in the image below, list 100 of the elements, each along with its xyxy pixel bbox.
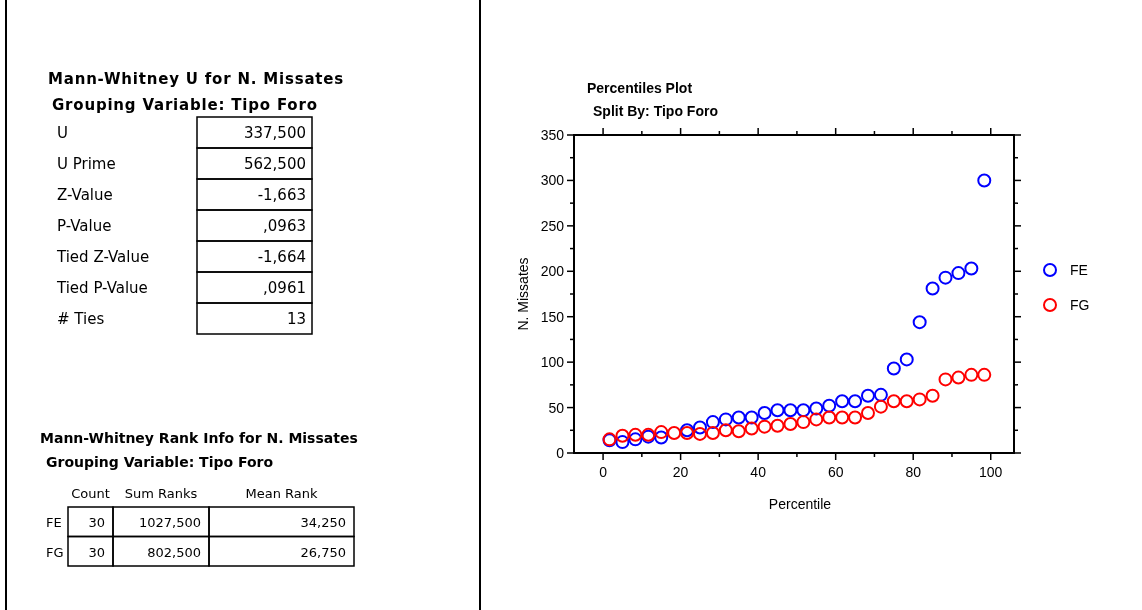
y-tick-label: 150 [540, 308, 565, 325]
point [938, 372, 953, 387]
category-label: P-Value [57, 217, 112, 235]
point [938, 270, 953, 285]
text: 802,500 [147, 544, 201, 560]
point [964, 367, 979, 382]
point [770, 403, 785, 418]
point [692, 420, 707, 435]
y-tick-label: 350 [540, 127, 565, 143]
point [848, 410, 863, 425]
x-tick-label: 20 [672, 464, 689, 480]
legend-label: FE [1070, 262, 1088, 278]
category-label: U [57, 124, 68, 142]
category-label: FG [46, 544, 64, 560]
category-label: FE [46, 515, 62, 530]
text: ,0963 [263, 217, 306, 235]
point [977, 173, 992, 188]
point [835, 394, 850, 409]
point [744, 421, 759, 436]
category-label: Tied P-Value [56, 279, 148, 297]
point [886, 361, 901, 376]
legend-label: FG [1070, 297, 1090, 313]
text: 34,250 [300, 515, 346, 530]
point [809, 412, 824, 427]
category-label: Sum Ranks [124, 486, 198, 501]
point [964, 261, 979, 276]
point [977, 367, 992, 382]
chart-subtitle: Split By: Tipo Foro [593, 103, 718, 119]
point [951, 370, 966, 385]
x-tick-label: 60 [827, 464, 844, 480]
text: 26,750 [300, 544, 346, 560]
x-tick-label: 0 [599, 464, 608, 480]
point [783, 416, 798, 431]
point [925, 281, 940, 296]
text: Grouping Variable: Tipo Foro [46, 454, 274, 470]
y-tick-label: 300 [540, 172, 565, 189]
y-tick-label: 250 [540, 217, 565, 234]
point [783, 403, 798, 418]
point [822, 410, 837, 425]
category-label: Z-Value [57, 186, 113, 204]
text: 562,500 [243, 155, 306, 173]
point [796, 403, 811, 418]
y-tick-label: 100 [540, 354, 565, 371]
text: 337,500 [243, 124, 306, 142]
point [899, 352, 914, 367]
point [796, 415, 811, 430]
point [705, 415, 720, 430]
text: Mann-Whitney U for N. Missates [48, 70, 344, 88]
point [757, 419, 772, 434]
point [718, 423, 733, 438]
point [912, 315, 927, 330]
point [628, 432, 643, 447]
point [873, 387, 888, 402]
x-tick-label: 40 [750, 464, 767, 480]
x-tick-label: 80 [905, 464, 922, 480]
category-label: U Prime [57, 155, 116, 173]
category-label: Count [71, 486, 110, 501]
point [731, 424, 746, 439]
text: 30 [88, 544, 105, 560]
point [705, 426, 720, 441]
point [835, 410, 850, 425]
point [615, 435, 630, 450]
point [731, 410, 746, 425]
chart-title: Percentiles Plot [587, 80, 693, 96]
point [912, 392, 927, 407]
point [654, 430, 669, 445]
point [757, 406, 772, 421]
y-tick-label: 0 [556, 445, 565, 461]
point [848, 394, 863, 409]
point [628, 427, 643, 442]
point [770, 418, 785, 433]
point [692, 426, 707, 441]
text: ,0961 [263, 279, 306, 297]
point [615, 428, 630, 443]
text: -1,664 [257, 248, 306, 266]
point [860, 388, 875, 403]
point [654, 425, 669, 440]
y-tick-label: 200 [540, 263, 565, 280]
text: -1,663 [257, 186, 306, 204]
point [899, 394, 914, 409]
y-axis-title: N. Missates [515, 257, 531, 331]
text: 13 [286, 310, 306, 328]
y-tick-label: 50 [548, 399, 565, 416]
point [718, 412, 733, 427]
point [951, 266, 966, 281]
category-label: # Ties [57, 310, 105, 328]
point [744, 410, 759, 425]
point [667, 426, 682, 441]
category-label: Tied Z-Value [56, 248, 150, 266]
x-tick-label: 100 [979, 464, 1003, 480]
text: Grouping Variable: Tipo Foro [52, 96, 318, 114]
x-axis-title: Percentile [768, 496, 832, 512]
text: Mann-Whitney Rank Info for N. Missates [40, 430, 358, 446]
text: 30 [88, 515, 105, 530]
category-label: Mean Rank [245, 486, 318, 501]
point [925, 388, 940, 403]
point [809, 401, 824, 416]
point [860, 406, 875, 421]
point [822, 398, 837, 413]
text: 1027,500 [138, 515, 201, 530]
